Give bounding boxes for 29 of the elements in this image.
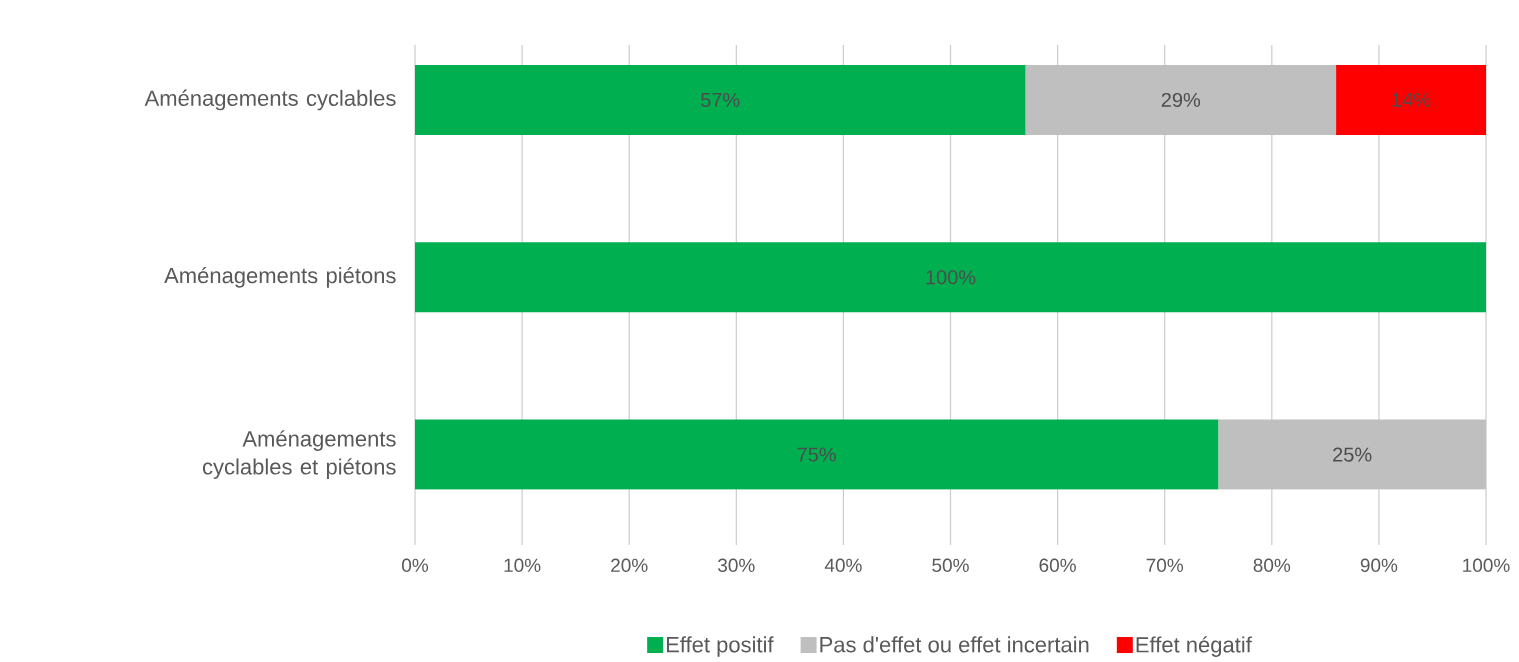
bar bbox=[415, 64, 1026, 135]
bar bbox=[415, 242, 1487, 313]
data-label: 75% bbox=[797, 447, 836, 462]
x-tick-label: 40% bbox=[824, 558, 862, 572]
x-tick-label: 100% bbox=[1463, 558, 1510, 572]
x-tick-label: 30% bbox=[718, 558, 755, 572]
y-tick-label: Aménagements cyclables bbox=[144, 89, 396, 111]
x-tick-label: 90% bbox=[1360, 558, 1398, 572]
data-label: 57% bbox=[701, 92, 740, 107]
x-tick-label: 50% bbox=[932, 558, 969, 572]
x-tick-label: 80% bbox=[1253, 558, 1291, 572]
legend-label: Effet positif bbox=[666, 636, 774, 657]
x-tick-label: 0% bbox=[402, 558, 429, 572]
bar bbox=[1218, 419, 1487, 490]
bar bbox=[1025, 64, 1337, 135]
x-tick-label: 60% bbox=[1039, 558, 1076, 572]
data-label: 100% bbox=[926, 270, 976, 285]
x-tick-label: 70% bbox=[1146, 558, 1184, 572]
x-tick-label: 20% bbox=[611, 558, 648, 572]
data-label: 25% bbox=[1333, 447, 1372, 462]
data-label: 14% bbox=[1392, 92, 1431, 107]
x-tick-label: 10% bbox=[504, 558, 541, 572]
bar bbox=[415, 419, 1219, 490]
y-tick-label: Aménagements cyclables et piétons bbox=[202, 430, 396, 479]
legend-label: Effet négatif bbox=[1136, 636, 1252, 657]
data-label: 29% bbox=[1161, 92, 1201, 108]
y-tick-label: Aménagements piétons bbox=[164, 266, 396, 288]
bar bbox=[1336, 64, 1487, 135]
legend-label: Pas d'effet ou effet incertain bbox=[820, 636, 1089, 653]
